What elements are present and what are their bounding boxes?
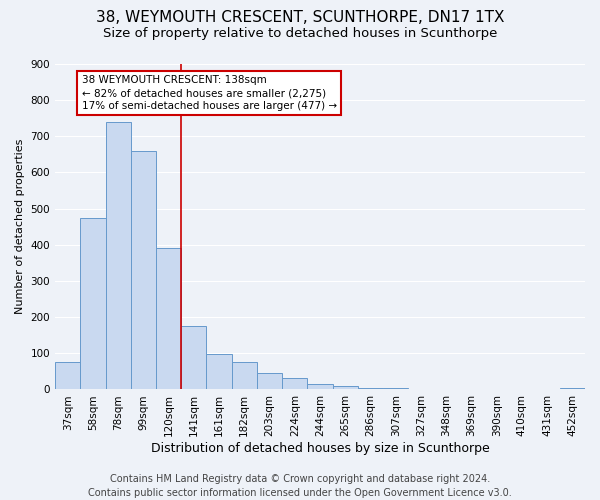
Bar — [156, 248, 181, 390]
Bar — [307, 384, 332, 390]
Y-axis label: Number of detached properties: Number of detached properties — [15, 139, 25, 314]
Text: Contains HM Land Registry data © Crown copyright and database right 2024.
Contai: Contains HM Land Registry data © Crown c… — [88, 474, 512, 498]
Text: 38 WEYMOUTH CRESCENT: 138sqm
← 82% of detached houses are smaller (2,275)
17% of: 38 WEYMOUTH CRESCENT: 138sqm ← 82% of de… — [82, 75, 337, 111]
Text: 38, WEYMOUTH CRESCENT, SCUNTHORPE, DN17 1TX: 38, WEYMOUTH CRESCENT, SCUNTHORPE, DN17 … — [96, 10, 504, 25]
Text: Size of property relative to detached houses in Scunthorpe: Size of property relative to detached ho… — [103, 28, 497, 40]
Bar — [282, 378, 307, 390]
Bar — [409, 388, 434, 390]
Bar — [560, 388, 585, 390]
Bar — [106, 122, 131, 390]
Bar — [332, 386, 358, 390]
Bar — [206, 354, 232, 390]
Bar — [55, 362, 80, 390]
Bar — [80, 218, 106, 390]
X-axis label: Distribution of detached houses by size in Scunthorpe: Distribution of detached houses by size … — [151, 442, 490, 455]
Bar — [358, 388, 383, 390]
Bar — [131, 151, 156, 390]
Bar — [232, 362, 257, 390]
Bar — [383, 388, 409, 390]
Bar — [257, 373, 282, 390]
Bar — [181, 326, 206, 390]
